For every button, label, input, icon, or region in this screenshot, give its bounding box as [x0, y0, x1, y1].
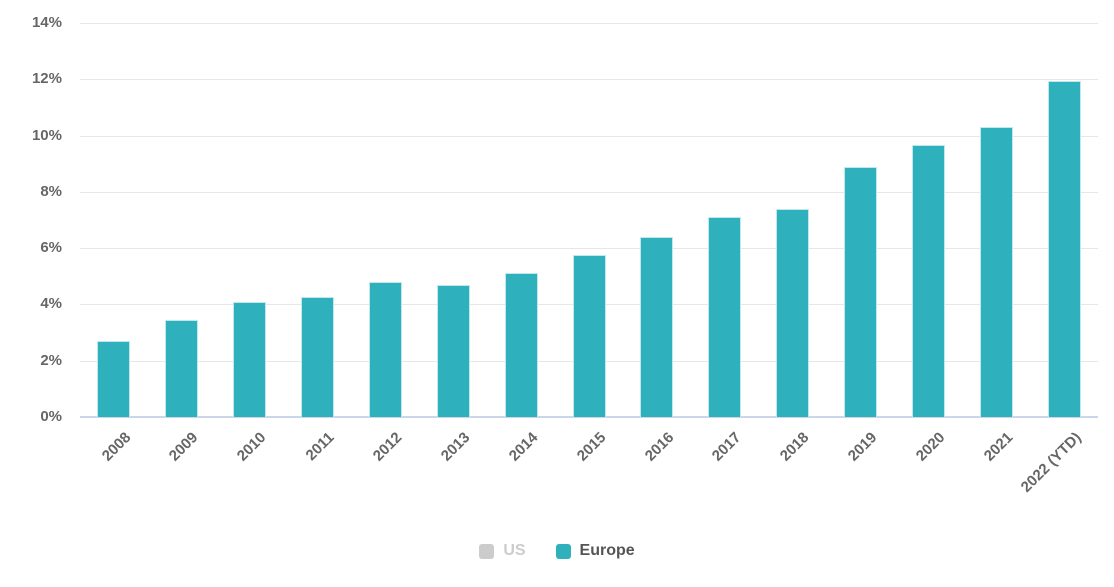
y-axis-label: 2%: [40, 352, 62, 369]
y-axis-label: 6%: [40, 239, 62, 256]
bar-2019[interactable]: [844, 167, 877, 417]
legend: US Europe: [0, 542, 1114, 560]
bar-2015[interactable]: [573, 255, 606, 417]
x-axis-label: 2018: [777, 429, 813, 465]
bar-2018[interactable]: [776, 209, 809, 417]
bar-2017[interactable]: [708, 217, 741, 417]
y-axis-label: 4%: [40, 295, 62, 312]
bar-2008[interactable]: [97, 341, 130, 417]
gridline: [80, 23, 1098, 24]
bar-2022-ytd[interactable]: [1048, 81, 1081, 417]
x-axis-label: 2022 (YTD): [1017, 429, 1085, 496]
x-axis-label: 2014: [505, 429, 542, 465]
x-axis-label: 2010: [234, 429, 270, 465]
x-axis-label: 2019: [844, 429, 881, 465]
x-axis-label: 2016: [641, 429, 677, 465]
gridline: [80, 192, 1098, 193]
europe-swatch-icon: [555, 543, 571, 559]
bar-2020[interactable]: [912, 145, 945, 417]
legend-item-label: US: [503, 542, 526, 559]
bar-2009[interactable]: [165, 320, 198, 417]
x-axis-label: 2012: [369, 429, 406, 465]
legend-item-label: Europe: [579, 542, 635, 559]
gridline: [80, 248, 1098, 249]
x-axis-label: 2013: [437, 429, 474, 465]
bar-2021[interactable]: [980, 127, 1013, 417]
x-axis-label: 2021: [980, 429, 1017, 465]
x-axis-label: 2015: [573, 429, 610, 465]
bar-2010[interactable]: [233, 302, 266, 417]
bar-2014[interactable]: [505, 273, 538, 417]
y-axis-label: 14%: [31, 14, 62, 31]
y-axis-label: 8%: [40, 183, 62, 200]
legend-item-us[interactable]: US: [479, 542, 526, 560]
x-axis-label: 2009: [166, 429, 202, 465]
bar-2013[interactable]: [437, 285, 470, 417]
x-axis-label: 2017: [709, 429, 745, 465]
us-swatch-icon: [479, 543, 495, 559]
bar-2011[interactable]: [301, 297, 334, 417]
bar-2016[interactable]: [640, 237, 673, 417]
y-axis-label: 10%: [31, 127, 62, 144]
x-axis-label: 2011: [302, 429, 338, 465]
y-axis-label: 0%: [40, 408, 62, 425]
x-axis-label: 2008: [98, 429, 134, 465]
bar-2012[interactable]: [369, 282, 402, 417]
legend-item-europe[interactable]: Europe: [555, 542, 635, 560]
x-axis-label: 2020: [912, 429, 949, 465]
gridline: [80, 136, 1098, 137]
y-axis-label: 12%: [31, 70, 62, 87]
gridline: [80, 79, 1098, 80]
